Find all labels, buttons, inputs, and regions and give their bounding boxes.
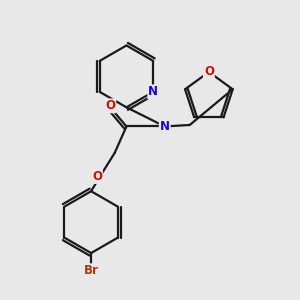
Text: O: O: [105, 99, 115, 112]
Text: Br: Br: [84, 264, 98, 277]
Text: N: N: [160, 120, 170, 133]
Text: N: N: [148, 85, 158, 98]
Text: O: O: [92, 170, 102, 183]
Text: O: O: [204, 65, 214, 79]
